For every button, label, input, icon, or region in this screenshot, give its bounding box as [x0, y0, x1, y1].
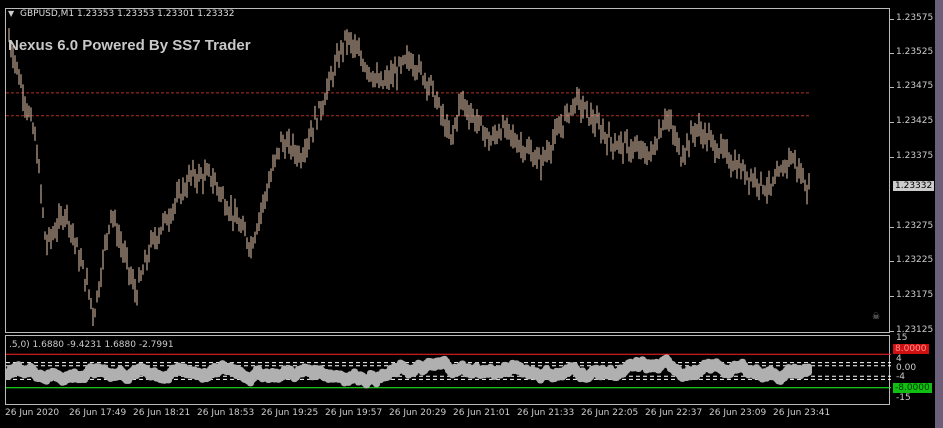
brand-label: Nexus 6.0 Powered By SS7 Trader [8, 37, 251, 54]
time-axis-label: 26 Jun 2020 [5, 408, 60, 418]
price-axis-label: 1.23275 [896, 221, 934, 231]
time-axis-label: 26 Jun 22:05 [581, 408, 639, 418]
current-price-badge: 1.23332 [893, 181, 935, 191]
price-axis-label: 1.23125 [896, 325, 934, 335]
indicator-panel[interactable] [5, 335, 891, 405]
price-bars [6, 28, 811, 327]
price-axis-label: 1.23575 [896, 13, 934, 23]
time-axis-label: 26 Jun 21:33 [517, 408, 575, 418]
symbol-header: GBPUSD,M1 1.23353 1.23353 1.23301 1.2333… [20, 9, 235, 19]
ind-axis-label: -4 [896, 372, 905, 382]
price-axis-label: 1.23175 [896, 290, 934, 300]
ind-axis-label: 4 [896, 354, 902, 364]
price-tick [890, 122, 894, 123]
price-axis-label: 1.23225 [896, 255, 934, 265]
indicator-plot [6, 353, 891, 389]
price-axis-label: 1.23525 [896, 47, 934, 57]
ind-axis-label: 0.00 [896, 363, 917, 373]
price-tick [890, 261, 894, 262]
time-axis-label: 26 Jun 17:49 [69, 408, 127, 418]
indicator-label: .5,0) 1.6880 -9.4231 1.6880 -2.7991 [9, 340, 174, 350]
lower-level-badge: -8.0000 [893, 383, 932, 393]
time-axis-label: 26 Jun 18:21 [133, 408, 191, 418]
price-tick [890, 157, 894, 158]
time-axis-label: 26 Jun 18:53 [197, 408, 255, 418]
time-axis-label: 26 Jun 23:09 [709, 408, 767, 418]
ind-axis-label: 15 [896, 333, 908, 343]
time-axis-label: 26 Jun 23:41 [773, 408, 831, 418]
price-axis-label: 1.23425 [896, 116, 934, 126]
ind-axis-label: -15 [896, 393, 911, 403]
time-axis-label: 26 Jun 21:01 [453, 408, 511, 418]
price-tick [890, 227, 894, 228]
time-axis-label: 26 Jun 19:57 [325, 408, 383, 418]
time-axis-label: 26 Jun 20:29 [389, 408, 447, 418]
price-axis-label: 1.23475 [896, 81, 934, 91]
indicator-mark [805, 363, 812, 376]
time-axis-label: 26 Jun 19:25 [261, 408, 319, 418]
time-axis-label: 26 Jun 22:37 [645, 408, 703, 418]
price-tick [890, 296, 894, 297]
price-tick [890, 53, 894, 54]
price-tick [890, 87, 894, 88]
skull-icon: ☠ [872, 312, 881, 322]
price-tick [890, 331, 894, 332]
price-tick [890, 19, 894, 20]
price-chart[interactable] [5, 8, 890, 333]
price-axis-label: 1.23375 [896, 151, 934, 161]
triangle-down-icon[interactable]: ▼ [8, 9, 15, 18]
upper-level-badge: 8.0000 [893, 344, 929, 354]
